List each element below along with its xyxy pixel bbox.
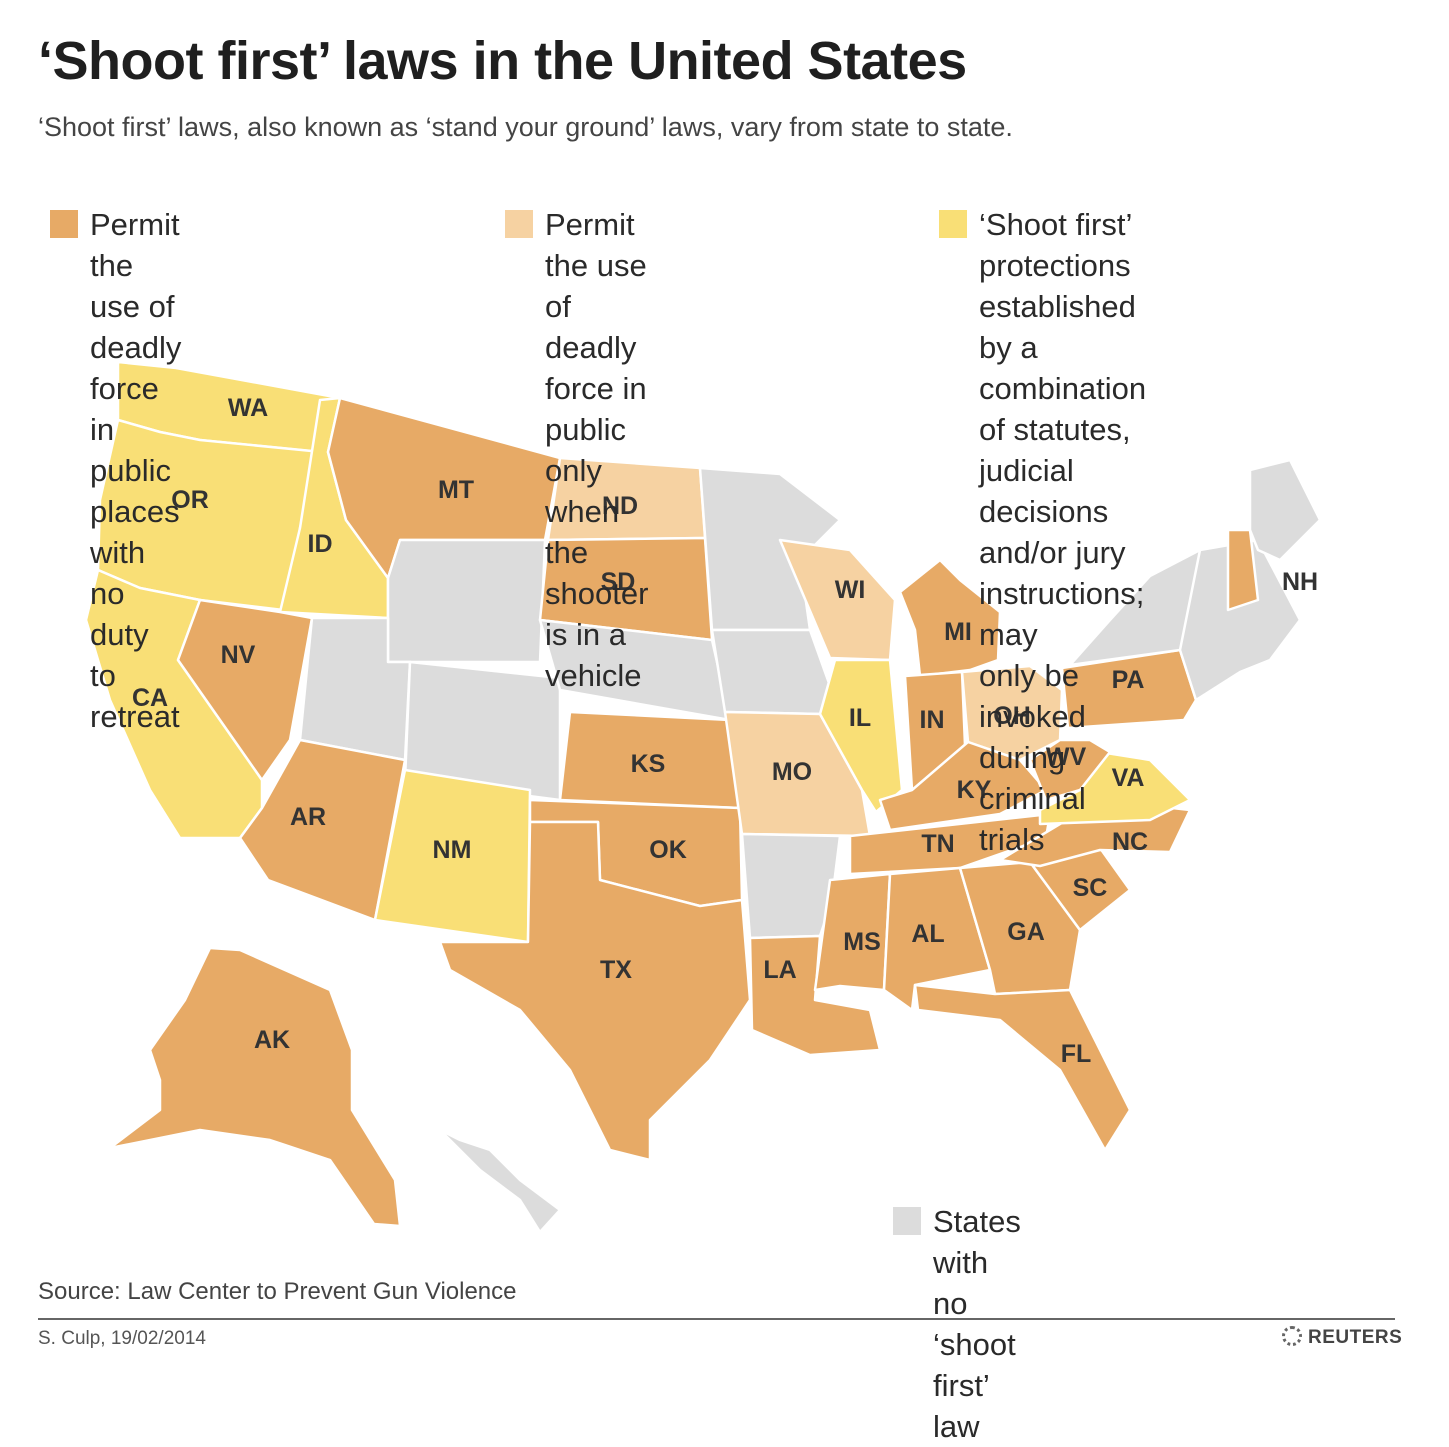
state-tx — [438, 820, 752, 1162]
state-label-in: IN — [920, 706, 945, 734]
us-states-map: WA OR ID MT ND SD WI MI NH NV CA PA IL IN OH KS MO WV VA KY… — [84, 360, 1322, 1234]
state-me — [1248, 458, 1322, 562]
state-mo — [723, 710, 872, 838]
state-label-tn: TN — [921, 830, 954, 858]
state-label-al: AL — [911, 920, 944, 948]
state-nh — [1226, 528, 1260, 612]
legend-swatch-public-no-retreat — [50, 210, 78, 238]
state-ak — [108, 946, 402, 1228]
state-ms — [813, 872, 892, 992]
legend-label-public-no-retreat: Permit the use of deadly force in public… — [90, 207, 182, 734]
legend-swatch-combination — [939, 210, 967, 238]
state-ky — [878, 740, 1048, 832]
state-label-ak: AK — [254, 1026, 290, 1054]
state-label-id: ID — [308, 530, 333, 558]
legend-label-none: States with no ‘shoot first’ law — [933, 1204, 1021, 1444]
footer-divider — [38, 1318, 1395, 1320]
reuters-icon — [1282, 1326, 1302, 1346]
state-label-wv: WV — [1046, 743, 1087, 771]
state-la — [748, 934, 882, 1057]
state-label-fl: FL — [1061, 1040, 1092, 1068]
state-ar — [238, 738, 407, 922]
state-label-sc: SC — [1073, 874, 1108, 902]
state-label-mi: MI — [944, 618, 972, 646]
state-label-nh: NH — [1282, 568, 1318, 596]
state-label-va: VA — [1112, 764, 1145, 792]
state-label-ky: KY — [957, 776, 992, 804]
state-ia — [710, 628, 837, 716]
state-label-sd: SD — [601, 568, 636, 596]
state-label-nc: NC — [1112, 828, 1148, 856]
state-label-la: LA — [763, 956, 796, 984]
legend-label-vehicle-only: Permit the use of deadly force in public… — [545, 207, 649, 693]
state-nv — [176, 598, 314, 782]
state-il — [818, 658, 904, 814]
state-label-or: OR — [171, 486, 209, 514]
state-hi — [438, 1128, 562, 1234]
state-mi — [898, 558, 1002, 678]
map-title: ‘Shoot first’ laws in the United States — [38, 31, 967, 91]
reuters-logo: REUTERS — [1282, 1326, 1402, 1349]
state-label-ga: GA — [1007, 918, 1045, 946]
state-tn — [848, 812, 1052, 876]
state-fl — [913, 983, 1132, 1152]
state-wy — [386, 538, 547, 664]
state-label-il: IL — [849, 704, 871, 732]
state-label-tx: TX — [600, 956, 632, 984]
legend-swatch-vehicle-only — [505, 210, 533, 238]
state-label-oh: OH — [993, 702, 1031, 730]
state-label-wi: WI — [835, 576, 866, 604]
state-label-ar: AR — [290, 803, 326, 831]
state-wv — [1028, 738, 1112, 802]
source-note: Source: Law Center to Prevent Gun Violen… — [38, 1278, 517, 1305]
state-label-ok: OK — [649, 836, 687, 864]
author-credit: S. Culp, 19/02/2014 — [38, 1328, 206, 1349]
state-label-ks: KS — [631, 750, 666, 778]
state-label-nd: ND — [602, 492, 638, 520]
state-label-nm: NM — [433, 836, 472, 864]
state-wi — [778, 538, 897, 662]
map-subtitle: ‘Shoot first’ laws, also known as ‘stand… — [38, 112, 1013, 142]
state-label-mo: MO — [772, 758, 812, 786]
state-label-ms: MS — [843, 928, 881, 956]
state-label-nv: NV — [221, 641, 256, 669]
state-label-mt: MT — [438, 476, 474, 504]
legend-swatch-none — [893, 1207, 921, 1235]
state-label-pa: PA — [1112, 666, 1145, 694]
legend-label-combination: ‘Shoot first’ protections established by… — [979, 207, 1147, 857]
state-label-wa: WA — [228, 394, 268, 422]
reuters-wordmark: REUTERS — [1308, 1327, 1403, 1348]
state-label-ca: CA — [132, 684, 168, 712]
